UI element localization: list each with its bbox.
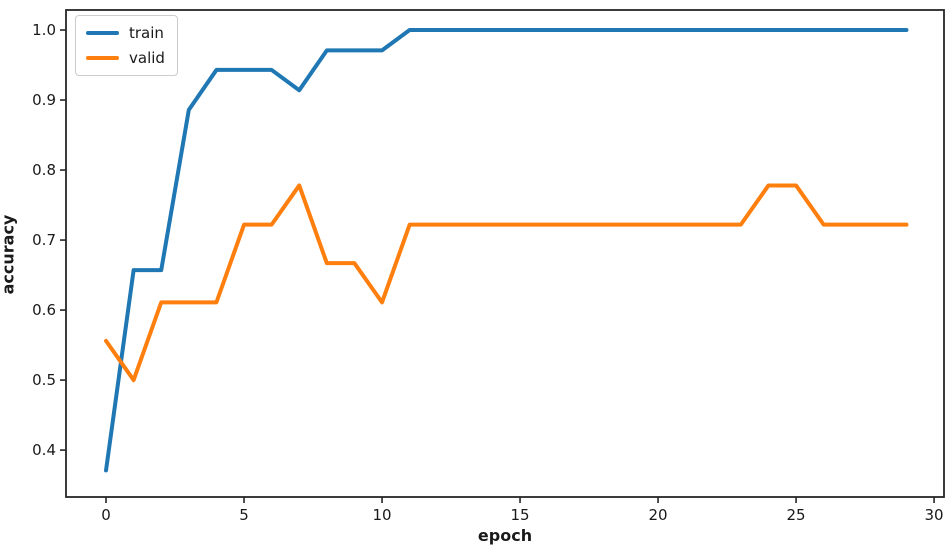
y-tick-label: 0.4 <box>32 441 56 459</box>
legend: train valid <box>75 15 178 76</box>
y-axis-label: accuracy <box>0 214 18 295</box>
legend-label-train: train <box>129 24 164 42</box>
x-tick-label: 30 <box>925 506 944 524</box>
plot-border <box>65 9 945 498</box>
legend-label-valid: valid <box>129 49 165 67</box>
y-tick-label: 0.8 <box>32 161 56 179</box>
legend-item-valid: valid <box>86 48 165 68</box>
valid-line <box>104 183 909 383</box>
x-tick-label: 20 <box>649 506 668 524</box>
x-axis-label: epoch <box>477 526 533 545</box>
y-tick-label: 0.5 <box>32 371 56 389</box>
y-tick-label: 1.0 <box>32 21 56 39</box>
train-line-swatch <box>86 31 119 35</box>
x-tick-label: 0 <box>101 506 111 524</box>
x-tick-label: 10 <box>372 506 391 524</box>
valid-line-swatch <box>86 56 119 60</box>
x-tick-label: 25 <box>787 506 806 524</box>
x-tick-label: 15 <box>510 506 529 524</box>
train-line <box>104 28 909 473</box>
y-tick-label: 0.6 <box>32 301 56 319</box>
x-tick-label: 5 <box>239 506 249 524</box>
legend-item-train: train <box>86 23 165 43</box>
y-tick-label: 0.7 <box>32 231 56 249</box>
y-tick-label: 0.9 <box>32 91 56 109</box>
